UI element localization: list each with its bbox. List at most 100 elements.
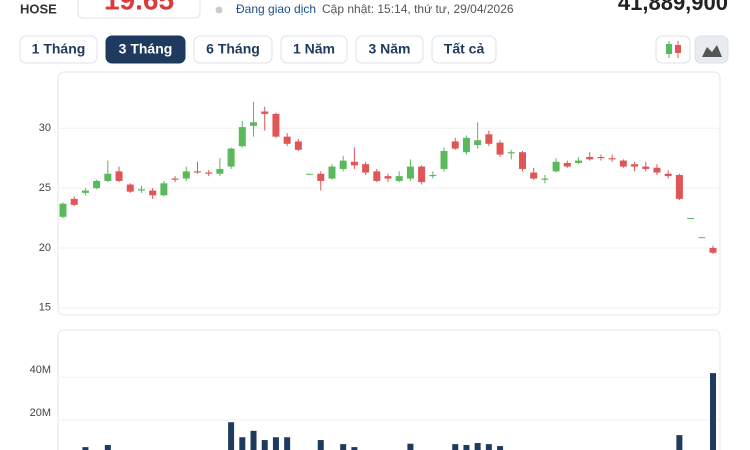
range-button-label[interactable]: 1 Tháng: [32, 41, 86, 57]
price-box: [77, 0, 201, 19]
icon: [675, 45, 681, 53]
candle-body: [429, 174, 437, 177]
candle-body: [70, 198, 78, 205]
candle-body: [563, 162, 571, 167]
candle-body: [698, 237, 706, 239]
candle-body: [227, 148, 235, 167]
candle-body: [171, 178, 179, 180]
candle-body: [59, 203, 67, 217]
candle-body: [474, 140, 482, 146]
range-button[interactable]: 1 Năm: [280, 35, 348, 64]
candle-body: [339, 160, 347, 169]
candle-body: [283, 136, 291, 144]
volume-bar: [261, 440, 268, 450]
range-button-bg[interactable]: [105, 35, 186, 64]
status: Đang giao dịch: [236, 2, 316, 16]
volume-bar: [284, 437, 291, 450]
candle-body: [631, 164, 639, 167]
candle-body: [687, 218, 695, 220]
volume-bar: [317, 440, 324, 450]
exchange: HOSE: [20, 1, 57, 16]
volume-bar: [485, 444, 492, 450]
candle-body: [530, 172, 538, 179]
candle-body: [451, 141, 459, 149]
volume-bar: [474, 443, 481, 450]
volume-bar: [82, 447, 89, 450]
volume-bar: [676, 435, 683, 450]
candle-body: [575, 160, 583, 163]
candle-body: [496, 142, 504, 155]
candle-body: [664, 173, 672, 177]
candle-body: [216, 168, 224, 174]
volume-total: 41,889,900: [618, 0, 728, 15]
candle-body: [182, 171, 190, 179]
candle-body: [272, 113, 280, 137]
candle-body: [261, 111, 269, 114]
candle-body: [395, 176, 403, 181]
range-button-bg[interactable]: [431, 35, 497, 64]
range-button-label[interactable]: 1 Năm: [293, 41, 335, 57]
y-tick-label: 40M: [30, 364, 51, 376]
range-button-label[interactable]: 3 Tháng: [119, 41, 173, 57]
volume-bar: [272, 437, 279, 450]
volume-bar: [497, 446, 504, 450]
y-tick-label: 15: [39, 302, 51, 314]
range-button[interactable]: 6 Tháng: [193, 35, 273, 64]
area-icon-btn[interactable]: [694, 35, 729, 64]
volume-bar: [463, 444, 470, 450]
range-button[interactable]: 3 Tháng: [105, 35, 186, 64]
updated: Cập nhật: 15:14, thứ tư, 29/04/2026: [322, 2, 514, 16]
candle-body: [440, 151, 448, 169]
candle-body: [93, 180, 101, 189]
candle-body: [126, 184, 134, 192]
range-button-label[interactable]: 3 Năm: [368, 41, 410, 57]
range-button[interactable]: 1 Tháng: [19, 35, 98, 64]
candle-body: [406, 166, 414, 179]
candle-body: [485, 134, 493, 144]
range-button-bg[interactable]: [355, 35, 424, 64]
volume-bar: [228, 422, 235, 450]
volume-bar: [104, 444, 111, 450]
price-panel: [57, 71, 721, 316]
range-button-bg[interactable]: [193, 35, 273, 64]
price: 19.65: [104, 0, 174, 15]
candle-body: [328, 166, 336, 179]
range-button-label[interactable]: Tất cả: [444, 41, 485, 57]
status-dot: [215, 6, 223, 14]
candle-body: [586, 156, 594, 160]
y-tick-label: 20: [39, 242, 51, 254]
candle-body: [149, 190, 157, 196]
volume-bar: [351, 447, 358, 450]
candle-body: [294, 141, 302, 150]
range-button-bg[interactable]: [280, 35, 348, 64]
candle-body: [306, 173, 314, 175]
icon: [702, 45, 722, 57]
candle-body: [608, 158, 616, 160]
candle-body: [137, 189, 145, 191]
candle-body: [619, 160, 627, 167]
candle-body: [373, 171, 381, 181]
candle-body: [193, 171, 201, 173]
icon: [666, 44, 672, 54]
candle-body: [238, 127, 246, 147]
volume-panel: [57, 329, 721, 450]
candle-body: [115, 171, 123, 181]
range-button[interactable]: 3 Năm: [355, 35, 424, 64]
volume-bar: [710, 373, 716, 450]
range-button-bg[interactable]: [19, 35, 98, 64]
range-button[interactable]: Tất cả: [431, 35, 497, 64]
candle-body: [541, 178, 549, 180]
y-tick-label: 20M: [30, 407, 51, 419]
range-button-label[interactable]: 6 Tháng: [206, 41, 260, 57]
volume-bar: [340, 444, 347, 450]
volume-bar: [407, 443, 414, 450]
candle-body: [384, 176, 392, 179]
chart-type-toggle[interactable]: [655, 35, 729, 64]
candle-body: [104, 173, 112, 181]
candle-body: [418, 166, 426, 183]
candle-body: [462, 137, 470, 153]
candle-body: [160, 183, 168, 196]
candle-body: [350, 161, 358, 166]
candle-icon-btn[interactable]: [655, 35, 691, 64]
